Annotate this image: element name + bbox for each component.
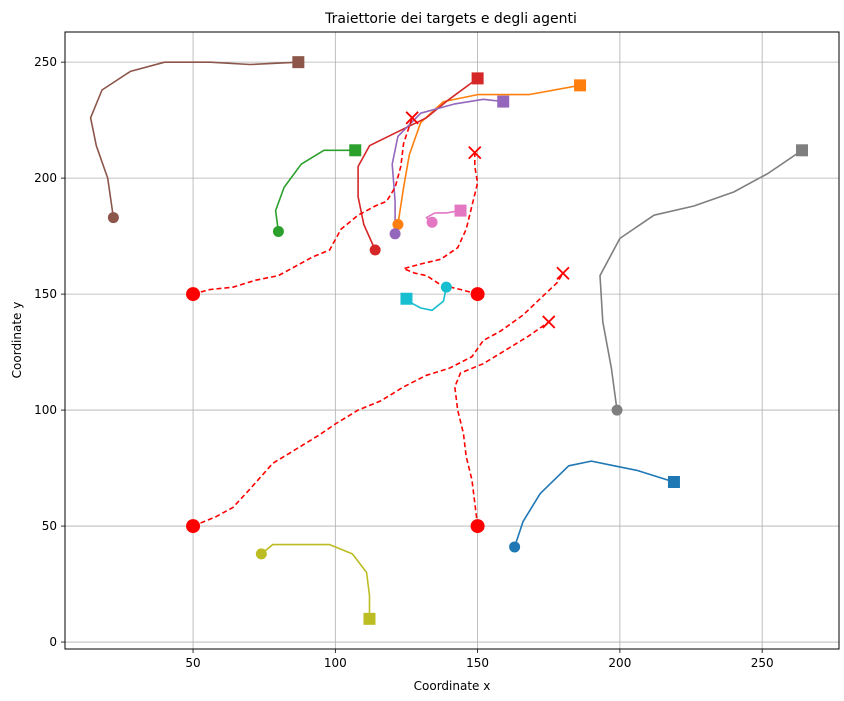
x-tick-label: 150 bbox=[466, 656, 489, 670]
target-start-green bbox=[272, 225, 284, 237]
agent-end-1 bbox=[405, 111, 419, 125]
agent-path-1 bbox=[192, 117, 413, 295]
target-start-gray bbox=[611, 404, 623, 416]
markers bbox=[107, 56, 809, 625]
target-start-orange bbox=[392, 219, 404, 231]
y-tick-label: 150 bbox=[34, 287, 57, 301]
target-end-red bbox=[471, 72, 484, 85]
agent-end-2 bbox=[468, 145, 482, 160]
y-tick-label: 200 bbox=[34, 171, 57, 185]
y-tick-label: 0 bbox=[49, 635, 57, 649]
agent-end-stroke bbox=[468, 145, 482, 160]
y-tick-label: 100 bbox=[34, 403, 57, 417]
target-end-olive bbox=[363, 612, 376, 625]
target-path-olive bbox=[260, 543, 371, 619]
x-axis-title: Coordinate x bbox=[414, 679, 491, 693]
agent-start-3 bbox=[186, 519, 201, 534]
axis-ticks: 50 100 150 200 250 0 50 100 150 200 250 bbox=[34, 55, 774, 670]
agent-path-2 bbox=[401, 152, 479, 295]
target-end-cyan bbox=[400, 292, 413, 305]
target-start-purple bbox=[389, 228, 401, 240]
x-tick-label: 50 bbox=[185, 656, 200, 670]
agent-end-stroke bbox=[556, 266, 570, 280]
agent-start-1 bbox=[186, 287, 201, 302]
target-path-gray bbox=[599, 149, 803, 411]
target-end-gray bbox=[796, 144, 809, 157]
target-end-purple bbox=[497, 95, 510, 108]
agent-start-4 bbox=[470, 519, 485, 534]
target-start-blue bbox=[509, 541, 521, 553]
target-end-orange bbox=[574, 79, 587, 92]
target-path-green bbox=[274, 149, 356, 232]
agent-path-4 bbox=[453, 321, 550, 527]
agent-end-stroke bbox=[405, 111, 419, 125]
target-path-red bbox=[357, 77, 479, 251]
agent-path-3 bbox=[192, 272, 564, 527]
target-path-orange bbox=[397, 84, 581, 225]
chart-title: Traiettorie dei targets e degli agenti bbox=[324, 11, 577, 27]
target-start-brown bbox=[107, 212, 119, 224]
target-path-brown bbox=[89, 61, 299, 218]
target-path-blue bbox=[513, 460, 675, 548]
target-start-cyan bbox=[440, 281, 452, 293]
y-tick-label: 250 bbox=[34, 55, 57, 69]
x-tick-label: 100 bbox=[324, 656, 347, 670]
target-path-purple bbox=[391, 98, 504, 234]
target-end-green bbox=[349, 144, 362, 157]
target-start-red bbox=[369, 244, 381, 256]
y-tick-label: 50 bbox=[42, 519, 57, 533]
grid bbox=[65, 32, 839, 649]
target-end-pink bbox=[454, 204, 467, 217]
trajectories bbox=[89, 61, 803, 619]
agent-end-3 bbox=[556, 266, 570, 280]
target-end-brown bbox=[292, 56, 305, 69]
y-axis-title: Coordinate y bbox=[10, 302, 24, 379]
target-start-pink bbox=[426, 216, 438, 228]
x-tick-label: 250 bbox=[751, 656, 774, 670]
agent-start-2 bbox=[470, 287, 485, 302]
target-end-blue bbox=[667, 475, 680, 488]
plot-area-frame bbox=[64, 31, 840, 650]
agent-end-stroke bbox=[542, 315, 556, 329]
agent-end-4 bbox=[542, 315, 556, 329]
target-start-olive bbox=[255, 548, 267, 560]
x-tick-label: 200 bbox=[608, 656, 631, 670]
